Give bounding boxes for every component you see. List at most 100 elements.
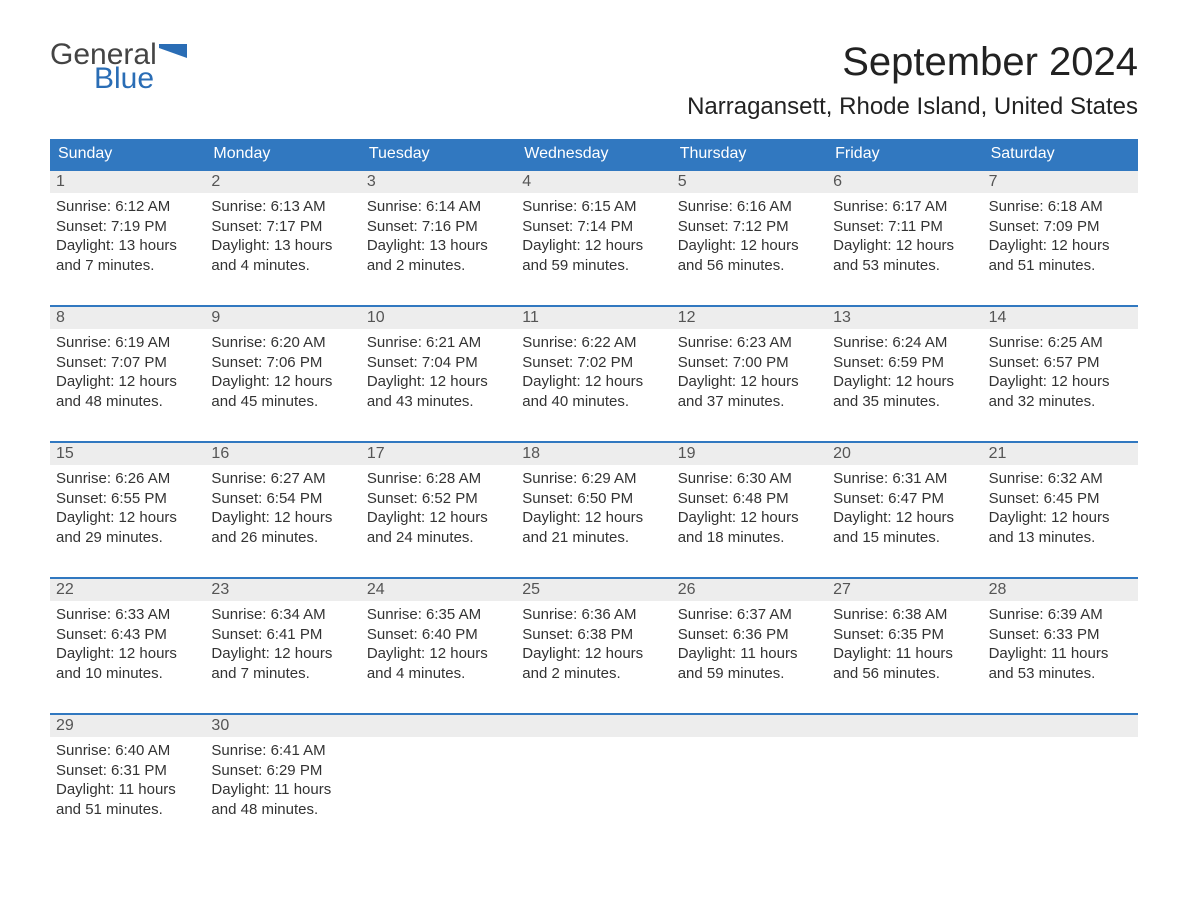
date-number: 10: [361, 307, 516, 329]
day1-text: Daylight: 12 hours: [833, 372, 976, 392]
sunrise-text: Sunrise: 6:36 AM: [522, 605, 665, 625]
day-header: Friday: [827, 139, 982, 169]
sunset-text: Sunset: 6:35 PM: [833, 625, 976, 645]
sunset-text: Sunset: 7:02 PM: [522, 353, 665, 373]
sunrise-text: Sunrise: 6:14 AM: [367, 197, 510, 217]
sunset-text: Sunset: 6:54 PM: [211, 489, 354, 509]
calendar-cell: 4Sunrise: 6:15 AMSunset: 7:14 PMDaylight…: [516, 171, 671, 291]
cell-body: Sunrise: 6:32 AMSunset: 6:45 PMDaylight:…: [983, 465, 1138, 547]
sunrise-text: Sunrise: 6:34 AM: [211, 605, 354, 625]
day2-text: and 24 minutes.: [367, 528, 510, 548]
day1-text: Daylight: 12 hours: [678, 508, 821, 528]
day2-text: and 29 minutes.: [56, 528, 199, 548]
date-number: 21: [983, 443, 1138, 465]
week-row: 1Sunrise: 6:12 AMSunset: 7:19 PMDaylight…: [50, 169, 1138, 291]
sunset-text: Sunset: 6:29 PM: [211, 761, 354, 781]
day1-text: Daylight: 11 hours: [211, 780, 354, 800]
calendar-cell: 17Sunrise: 6:28 AMSunset: 6:52 PMDayligh…: [361, 443, 516, 563]
date-number: [672, 715, 827, 737]
date-number: 9: [205, 307, 360, 329]
day1-text: Daylight: 11 hours: [989, 644, 1132, 664]
day-header: Tuesday: [361, 139, 516, 169]
sunset-text: Sunset: 6:50 PM: [522, 489, 665, 509]
day2-text: and 4 minutes.: [367, 664, 510, 684]
sunset-text: Sunset: 6:48 PM: [678, 489, 821, 509]
calendar-cell: 2Sunrise: 6:13 AMSunset: 7:17 PMDaylight…: [205, 171, 360, 291]
sunset-text: Sunset: 6:52 PM: [367, 489, 510, 509]
day2-text: and 51 minutes.: [56, 800, 199, 820]
date-number: 11: [516, 307, 671, 329]
cell-body: Sunrise: 6:27 AMSunset: 6:54 PMDaylight:…: [205, 465, 360, 547]
calendar-cell: 26Sunrise: 6:37 AMSunset: 6:36 PMDayligh…: [672, 579, 827, 699]
sunrise-text: Sunrise: 6:40 AM: [56, 741, 199, 761]
day2-text: and 48 minutes.: [211, 800, 354, 820]
cell-body: Sunrise: 6:24 AMSunset: 6:59 PMDaylight:…: [827, 329, 982, 411]
cell-body: Sunrise: 6:23 AMSunset: 7:00 PMDaylight:…: [672, 329, 827, 411]
day2-text: and 48 minutes.: [56, 392, 199, 412]
calendar-cell: 3Sunrise: 6:14 AMSunset: 7:16 PMDaylight…: [361, 171, 516, 291]
sunrise-text: Sunrise: 6:28 AM: [367, 469, 510, 489]
sunrise-text: Sunrise: 6:20 AM: [211, 333, 354, 353]
calendar-cell: 9Sunrise: 6:20 AMSunset: 7:06 PMDaylight…: [205, 307, 360, 427]
date-number: [516, 715, 671, 737]
calendar-cell: 12Sunrise: 6:23 AMSunset: 7:00 PMDayligh…: [672, 307, 827, 427]
day2-text: and 59 minutes.: [678, 664, 821, 684]
sunset-text: Sunset: 7:07 PM: [56, 353, 199, 373]
day2-text: and 21 minutes.: [522, 528, 665, 548]
day-header: Thursday: [672, 139, 827, 169]
day2-text: and 40 minutes.: [522, 392, 665, 412]
day2-text: and 18 minutes.: [678, 528, 821, 548]
cell-body: Sunrise: 6:15 AMSunset: 7:14 PMDaylight:…: [516, 193, 671, 275]
sunrise-text: Sunrise: 6:25 AM: [989, 333, 1132, 353]
calendar-cell: 25Sunrise: 6:36 AMSunset: 6:38 PMDayligh…: [516, 579, 671, 699]
sunset-text: Sunset: 6:47 PM: [833, 489, 976, 509]
day1-text: Daylight: 12 hours: [522, 372, 665, 392]
calendar-cell: 21Sunrise: 6:32 AMSunset: 6:45 PMDayligh…: [983, 443, 1138, 563]
date-number: 8: [50, 307, 205, 329]
sunrise-text: Sunrise: 6:16 AM: [678, 197, 821, 217]
cell-body: Sunrise: 6:29 AMSunset: 6:50 PMDaylight:…: [516, 465, 671, 547]
flag-icon: [159, 44, 187, 64]
date-number: 22: [50, 579, 205, 601]
date-number: 2: [205, 171, 360, 193]
cell-body: Sunrise: 6:40 AMSunset: 6:31 PMDaylight:…: [50, 737, 205, 819]
calendar-cell: 23Sunrise: 6:34 AMSunset: 6:41 PMDayligh…: [205, 579, 360, 699]
day2-text: and 59 minutes.: [522, 256, 665, 276]
sunset-text: Sunset: 6:31 PM: [56, 761, 199, 781]
calendar-cell: 10Sunrise: 6:21 AMSunset: 7:04 PMDayligh…: [361, 307, 516, 427]
date-number: 19: [672, 443, 827, 465]
date-number: 17: [361, 443, 516, 465]
cell-body: Sunrise: 6:30 AMSunset: 6:48 PMDaylight:…: [672, 465, 827, 547]
sunset-text: Sunset: 7:06 PM: [211, 353, 354, 373]
cell-body: Sunrise: 6:38 AMSunset: 6:35 PMDaylight:…: [827, 601, 982, 683]
calendar-cell: 11 Sunrise: 6:22 AMSunset: 7:02 PMDayligh…: [516, 307, 671, 427]
sunset-text: Sunset: 6:45 PM: [989, 489, 1132, 509]
sunset-text: Sunset: 6:57 PM: [989, 353, 1132, 373]
sunrise-text: Sunrise: 6:19 AM: [56, 333, 199, 353]
calendar-cell: [516, 715, 671, 835]
sunset-text: Sunset: 6:55 PM: [56, 489, 199, 509]
day2-text: and 2 minutes.: [522, 664, 665, 684]
sunrise-text: Sunrise: 6:29 AM: [522, 469, 665, 489]
date-number: 16: [205, 443, 360, 465]
cell-body: Sunrise: 6:36 AMSunset: 6:38 PMDaylight:…: [516, 601, 671, 683]
day2-text: and 13 minutes.: [989, 528, 1132, 548]
date-number: 4: [516, 171, 671, 193]
day1-text: Daylight: 12 hours: [989, 236, 1132, 256]
day2-text: and 7 minutes.: [56, 256, 199, 276]
sunrise-text: Sunrise: 6:13 AM: [211, 197, 354, 217]
calendar-cell: 28Sunrise: 6:39 AMSunset: 6:33 PMDayligh…: [983, 579, 1138, 699]
sunrise-text: Sunrise: 6:30 AM: [678, 469, 821, 489]
date-number: 15: [50, 443, 205, 465]
cell-body: Sunrise: 6:18 AMSunset: 7:09 PMDaylight:…: [983, 193, 1138, 275]
sunrise-text: Sunrise: 6:41 AM: [211, 741, 354, 761]
day1-text: Daylight: 12 hours: [989, 508, 1132, 528]
cell-body: Sunrise: 6:41 AMSunset: 6:29 PMDaylight:…: [205, 737, 360, 819]
calendar-cell: 8Sunrise: 6:19 AMSunset: 7:07 PMDaylight…: [50, 307, 205, 427]
calendar-cell: 30Sunrise: 6:41 AMSunset: 6:29 PMDayligh…: [205, 715, 360, 835]
date-number: 28: [983, 579, 1138, 601]
day2-text: and 37 minutes.: [678, 392, 821, 412]
day-header: Monday: [205, 139, 360, 169]
cell-body: Sunrise: 6:19 AMSunset: 7:07 PMDaylight:…: [50, 329, 205, 411]
sunrise-text: Sunrise: 6:22 AM: [522, 333, 665, 353]
